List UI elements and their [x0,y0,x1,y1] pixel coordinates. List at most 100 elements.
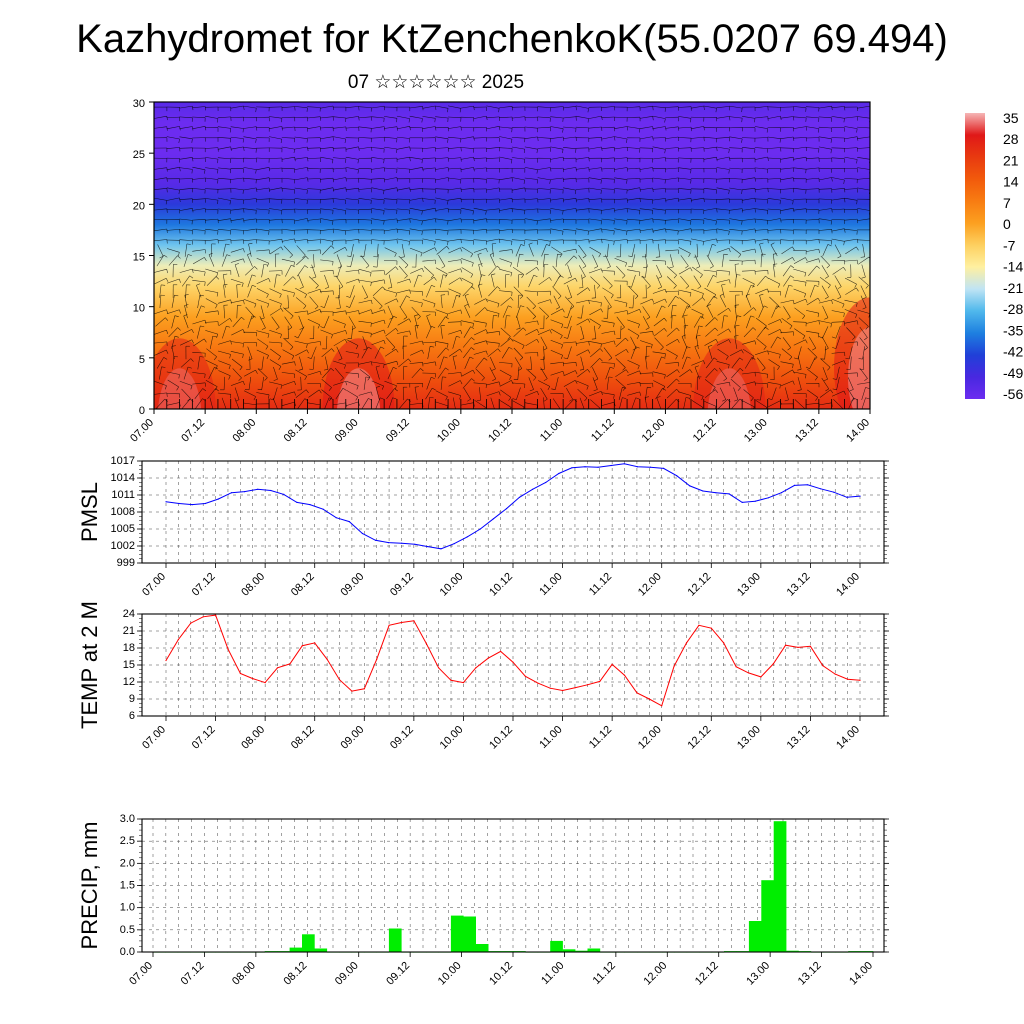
wind-barb [206,276,217,286]
wind-barb-flag [686,356,691,359]
wind-barb [818,320,832,324]
wind-barb-flag [481,377,485,381]
precip-bar [550,940,563,952]
wind-barb [818,239,832,241]
wind-barb-flag [533,274,538,277]
wind-barb [772,264,776,278]
wind-barb [793,137,807,139]
wind-barb-flag [761,367,766,371]
wind-barb [243,239,257,242]
wind-barb-flag [280,334,282,339]
x-tick-label: 10.12 [487,571,515,599]
wind-barb-flag [765,275,769,279]
wind-barb [576,287,588,296]
wind-barb [332,310,346,314]
wind-barb-flag [635,346,640,349]
wind-barb [358,320,372,324]
wind-barb [154,277,167,285]
wind-barb [729,167,743,170]
wind-barb-flag [520,305,525,308]
wind-barb [371,198,385,201]
wind-barb-flag [613,220,615,225]
wind-barb [614,136,628,140]
series-point [767,497,769,499]
wind-barb [730,246,742,255]
wind-barb-flag [729,279,731,284]
wind-barb [550,328,563,336]
wind-barb [671,315,673,329]
wind-barb-flag [166,349,169,354]
wind-barb [385,337,396,348]
wind-barb-flag [842,303,845,308]
wind-barb-flag [214,367,219,370]
wind-barb [294,167,308,170]
wind-barb-flag [421,118,423,123]
wind-barb-flag [543,378,548,382]
wind-barb [423,276,435,286]
wind-barb-flag [290,315,294,320]
wind-barb-flag [567,297,572,300]
wind-barb [632,295,635,309]
wind-barb [754,116,768,119]
wind-barb-flag [289,254,293,259]
wind-barb-flag [443,356,448,359]
wind-barb [780,229,794,231]
wind-barb [755,400,767,408]
wind-barb [805,116,819,119]
wind-barb [243,136,257,140]
wind-barb-flag [342,387,347,391]
wind-barb [384,187,397,191]
series-point [676,475,678,477]
wind-barb [694,367,700,380]
wind-barb-flag [789,356,793,361]
wind-barb-flag [431,377,435,379]
wind-barb [627,269,640,273]
y-axis-title: PRECIP, mm [77,822,102,950]
wind-barb-flag [864,378,868,382]
wind-barb [477,254,483,267]
wind-barb-flag [661,356,666,359]
wind-barb-flag [754,372,756,377]
wind-barb [577,388,588,399]
wind-barb [690,219,704,221]
wind-barb-flag [815,397,819,401]
wind-barb [859,326,868,338]
wind-barb-flag [831,106,833,111]
wind-barb-flag [818,249,820,254]
wind-barb [543,346,545,360]
wind-barb [338,295,341,309]
wind-barb-flag [562,371,565,376]
wind-barb-flag [498,381,501,386]
wind-barb [616,265,626,276]
wind-barb [652,157,666,160]
wind-barb-flag [471,337,475,341]
wind-barb [307,218,321,221]
wind-barb-flag [644,396,649,398]
wind-barb [184,243,188,257]
wind-barb-flag [445,316,449,320]
wind-barb [384,177,397,181]
wind-barb [294,136,308,139]
wind-barb [437,316,446,328]
wind-barb [642,316,650,328]
precip-bar [289,947,303,952]
wind-barb [409,188,423,190]
wind-barb-flag [793,136,795,141]
wind-barb-flag [243,105,245,111]
wind-barb [440,325,443,339]
wind-barb [396,146,410,150]
wind-barb-flag [191,329,194,334]
series-point [741,501,743,503]
wind-barb [550,126,564,129]
wind-barb-flag [600,210,602,215]
wind-barb [422,167,436,170]
wind-barb [805,219,820,221]
series-point [597,466,599,468]
wind-barb-flag [421,268,424,273]
wind-barb-flag [166,269,168,274]
wind-barb [857,218,870,221]
wind-barb [694,254,701,267]
wind-barb [818,177,832,181]
wind-barb [320,259,334,262]
series-point [584,466,586,468]
